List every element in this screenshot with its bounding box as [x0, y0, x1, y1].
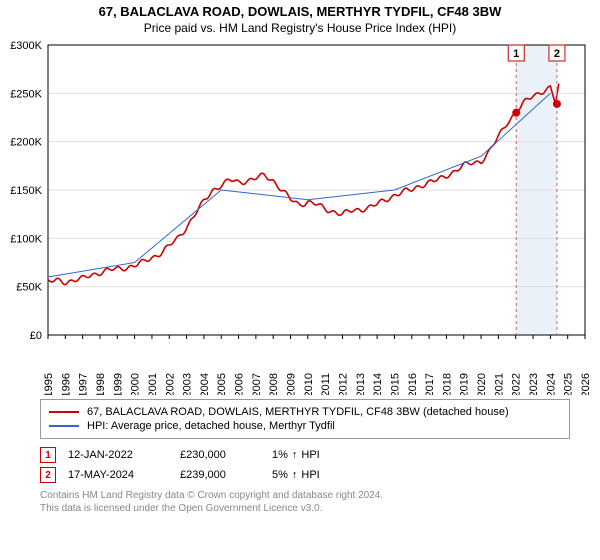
legend-row: HPI: Average price, detached house, Mert…: [49, 420, 561, 432]
legend-row: 67, BALACLAVA ROAD, DOWLAIS, MERTHYR TYD…: [49, 406, 561, 418]
svg-text:2012: 2012: [337, 373, 349, 395]
transaction-price: £230,000: [180, 449, 260, 461]
svg-text:2024: 2024: [545, 373, 557, 395]
transaction-row: 2 17-MAY-2024 £239,000 5% ↑ HPI: [40, 467, 570, 483]
footer-attribution: Contains HM Land Registry data © Crown c…: [40, 489, 570, 515]
transaction-table: 1 12-JAN-2022 £230,000 1% ↑ HPI 2 17-MAY-2024…: [40, 447, 570, 483]
svg-text:2007: 2007: [251, 373, 263, 395]
svg-text:£300K: £300K: [10, 40, 42, 52]
svg-text:2003: 2003: [182, 373, 194, 395]
svg-text:2000: 2000: [130, 373, 142, 395]
transaction-price: £239,000: [180, 469, 260, 481]
chart-container: £0 £50K £100K £150K £200K £250K £300K 1995 1996 1…: [0, 35, 600, 395]
transaction-marker: 1: [40, 447, 56, 463]
footer-line-2: This data is licensed under the Open Gov…: [40, 502, 570, 515]
svg-text:2026: 2026: [580, 373, 592, 395]
svg-text:2019: 2019: [459, 373, 471, 395]
svg-text:1996: 1996: [60, 373, 72, 395]
transaction-marker: 2: [40, 467, 56, 483]
svg-text:£0: £0: [30, 330, 42, 342]
svg-text:2018: 2018: [441, 373, 453, 395]
marker-point: [553, 100, 561, 108]
svg-text:2004: 2004: [199, 373, 211, 395]
svg-text:2011: 2011: [320, 373, 332, 395]
svg-text:£250K: £250K: [10, 88, 42, 100]
svg-text:£50K: £50K: [16, 282, 42, 294]
transaction-delta: 1% ↑ HPI: [272, 449, 320, 461]
svg-text:2025: 2025: [563, 373, 575, 395]
arrow-up-icon: ↑: [292, 469, 298, 481]
footer-line-1: Contains HM Land Registry data © Crown c…: [40, 489, 570, 502]
chart-titles: 67, BALACLAVA ROAD, DOWLAIS, MERTHYR TYD…: [0, 0, 600, 35]
svg-text:1999: 1999: [112, 373, 124, 395]
legend: 67, BALACLAVA ROAD, DOWLAIS, MERTHYR TYD…: [40, 399, 570, 439]
title-main: 67, BALACLAVA ROAD, DOWLAIS, MERTHYR TYD…: [0, 4, 600, 19]
svg-text:2021: 2021: [493, 373, 505, 395]
svg-text:£100K: £100K: [10, 233, 42, 245]
transaction-row: 1 12-JAN-2022 £230,000 1% ↑ HPI: [40, 447, 570, 463]
svg-text:2023: 2023: [528, 373, 540, 395]
svg-text:2008: 2008: [268, 373, 280, 395]
svg-text:1998: 1998: [95, 373, 107, 395]
transaction-date: 12-JAN-2022: [68, 449, 168, 461]
transaction-delta: 5% ↑ HPI: [272, 469, 320, 481]
svg-text:2005: 2005: [216, 373, 228, 395]
svg-text:2009: 2009: [286, 373, 298, 395]
legend-swatch: [49, 411, 79, 413]
svg-text:1997: 1997: [78, 373, 90, 395]
legend-label: HPI: Average price, detached house, Mert…: [87, 420, 335, 432]
svg-text:£200K: £200K: [10, 137, 42, 149]
legend-label: 67, BALACLAVA ROAD, DOWLAIS, MERTHYR TYD…: [87, 406, 509, 418]
svg-text:2016: 2016: [407, 373, 419, 395]
svg-text:2017: 2017: [424, 373, 436, 395]
svg-text:2002: 2002: [164, 373, 176, 395]
svg-text:1995: 1995: [43, 373, 55, 395]
arrow-up-icon: ↑: [292, 449, 298, 461]
title-sub: Price paid vs. HM Land Registry's House …: [0, 21, 600, 35]
svg-text:2001: 2001: [147, 373, 159, 395]
svg-text:2010: 2010: [303, 373, 315, 395]
svg-text:1: 1: [513, 48, 519, 60]
svg-text:2014: 2014: [372, 373, 384, 395]
svg-text:2006: 2006: [234, 373, 246, 395]
line-chart: £0 £50K £100K £150K £200K £250K £300K 1995 1996 1…: [0, 35, 600, 395]
svg-text:2020: 2020: [476, 373, 488, 395]
marker-point: [512, 109, 520, 117]
legend-swatch: [49, 425, 79, 427]
svg-text:2015: 2015: [389, 373, 401, 395]
svg-text:£150K: £150K: [10, 185, 42, 197]
svg-text:2013: 2013: [355, 373, 367, 395]
transaction-date: 17-MAY-2024: [68, 469, 168, 481]
svg-text:2: 2: [554, 48, 560, 60]
svg-text:2022: 2022: [511, 373, 523, 395]
